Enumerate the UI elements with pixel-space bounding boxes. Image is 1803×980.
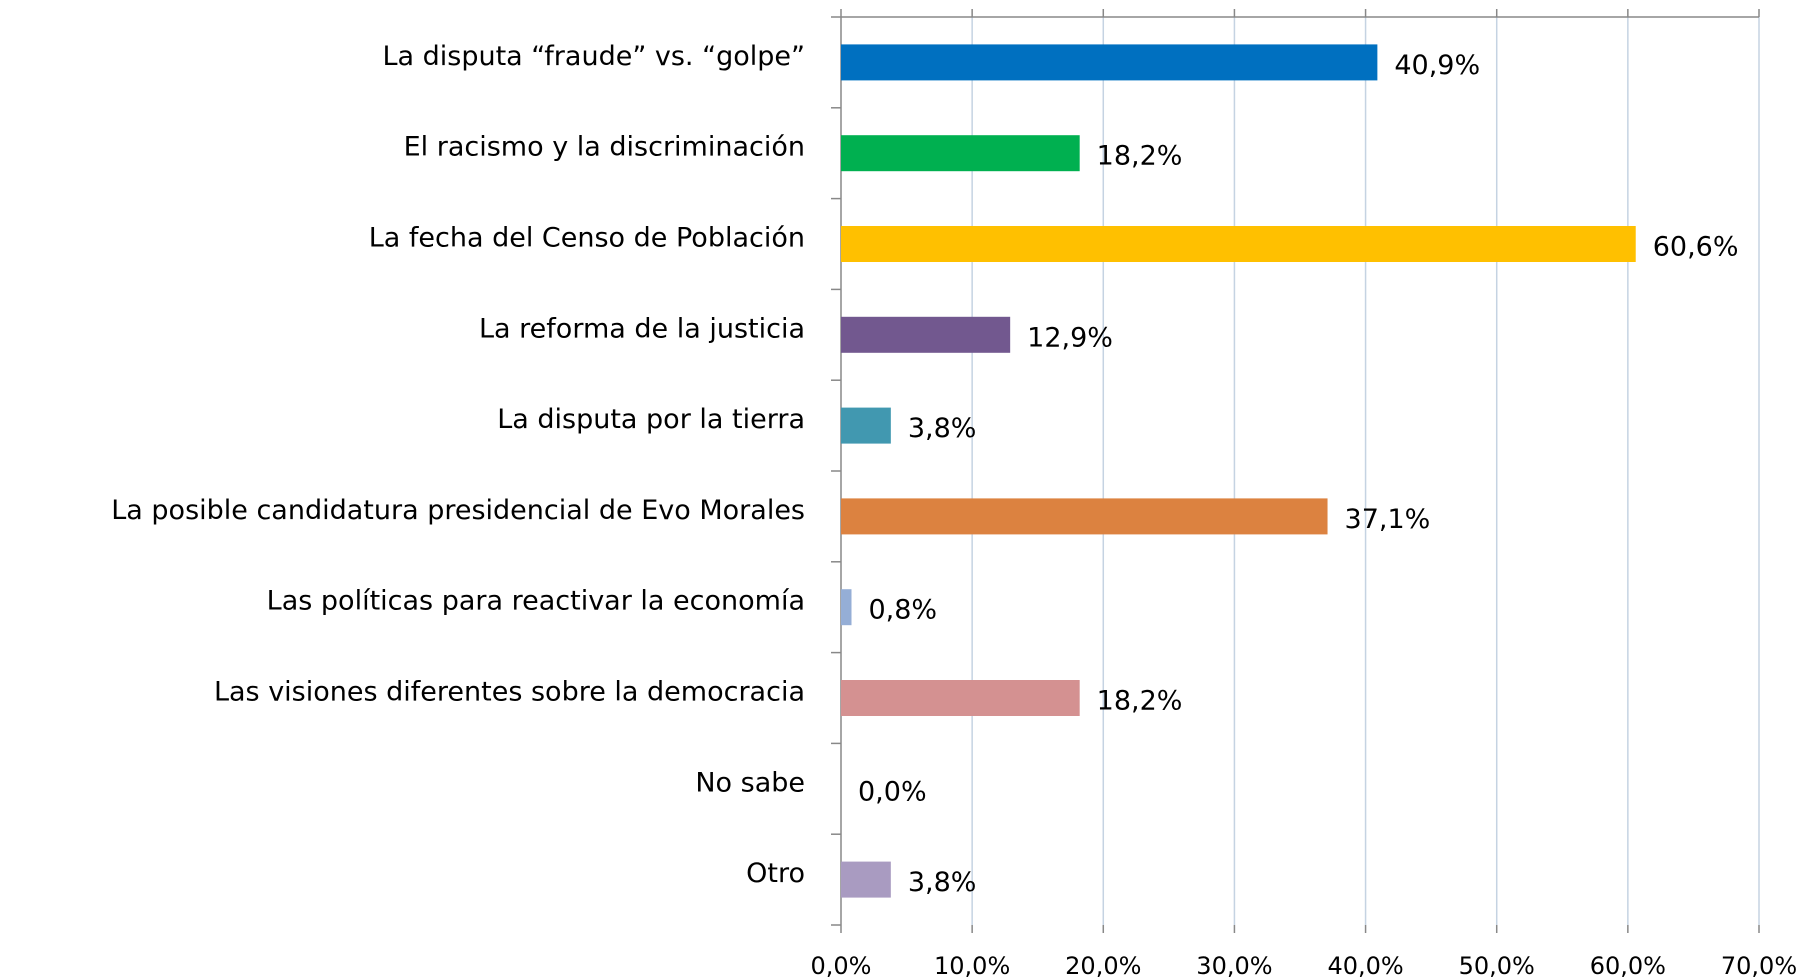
category-label: No sabe [695, 767, 805, 798]
bar [841, 135, 1080, 172]
bar [841, 861, 891, 898]
value-label: 40,9% [1394, 50, 1480, 81]
category-label: El racismo y la discriminación [404, 132, 805, 163]
value-label: 3,8% [908, 867, 977, 898]
bar [841, 316, 1011, 353]
x-tick-label: 40,0% [1327, 952, 1403, 980]
bar [841, 407, 891, 444]
category-label: Las políticas para reactivar la economía [267, 586, 805, 617]
value-label: 37,1% [1345, 504, 1431, 535]
bar [841, 226, 1636, 262]
category-label: La posible candidatura presidencial de E… [111, 495, 805, 526]
bar [841, 680, 1080, 716]
category-label: Las visiones diferentes sobre la democra… [214, 677, 805, 708]
value-label: 0,8% [868, 595, 937, 626]
x-tick-label: 20,0% [1065, 952, 1141, 980]
category-label: La disputa por la tierra [497, 404, 805, 435]
x-tick-label: 30,0% [1196, 952, 1272, 980]
value-label: 60,6% [1653, 232, 1739, 263]
x-tick-label: 60,0% [1590, 952, 1666, 980]
category-label: La reforma de la justicia [479, 313, 805, 344]
x-tick-label: 70,0% [1721, 952, 1797, 980]
value-label: 18,2% [1097, 686, 1183, 717]
x-tick-label: 0,0% [811, 952, 872, 980]
category-label: La fecha del Censo de Población [369, 223, 805, 254]
category-label: Otro [746, 858, 805, 889]
value-label: 3,8% [908, 413, 977, 444]
bar [841, 498, 1328, 535]
bar [841, 44, 1378, 81]
x-tick-label: 50,0% [1459, 952, 1535, 980]
bar [841, 589, 852, 626]
value-label: 18,2% [1097, 141, 1183, 172]
x-tick-label: 10,0% [934, 952, 1010, 980]
value-label: 12,9% [1027, 322, 1113, 353]
category-label: La disputa “fraude” vs. “golpe” [382, 41, 805, 72]
value-label: 0,0% [858, 776, 927, 807]
